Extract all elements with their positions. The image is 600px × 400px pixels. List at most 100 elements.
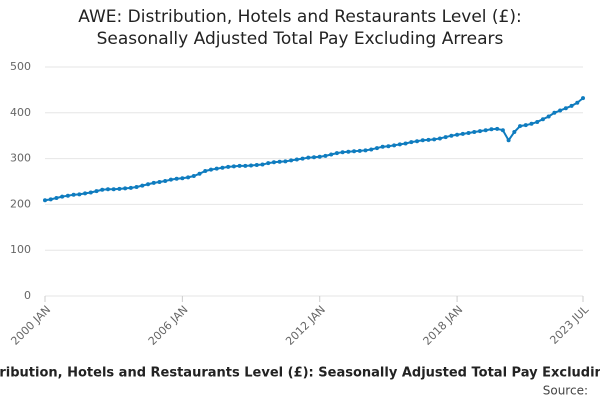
point (134, 184, 139, 189)
point (426, 137, 431, 142)
point (283, 159, 288, 164)
point (294, 157, 299, 162)
point (317, 154, 322, 159)
point (271, 160, 276, 165)
point (123, 186, 128, 191)
point (523, 123, 528, 128)
y-tick-label: 200 (10, 197, 31, 210)
source: Source: (543, 384, 588, 398)
point (329, 152, 334, 157)
point (180, 176, 185, 181)
point (54, 195, 59, 200)
point (489, 127, 494, 132)
point (231, 164, 236, 169)
point (346, 149, 351, 154)
point (357, 148, 362, 153)
point (197, 171, 202, 176)
point (466, 130, 471, 135)
point (128, 185, 133, 190)
x-tick-label: 2012 JAN (283, 303, 328, 348)
point (163, 179, 168, 184)
point (460, 131, 465, 136)
point (420, 138, 425, 143)
point (157, 179, 162, 184)
point (266, 161, 271, 166)
point (191, 174, 196, 179)
point (581, 96, 585, 101)
point (151, 180, 156, 185)
point (277, 159, 282, 164)
y-tick-label: 500 (10, 60, 31, 73)
point (472, 130, 477, 135)
point (220, 165, 225, 170)
point (77, 192, 82, 197)
point (540, 117, 545, 122)
point (512, 130, 517, 135)
point (254, 163, 259, 168)
point (100, 187, 105, 192)
point (203, 168, 208, 173)
point (300, 156, 305, 161)
point (437, 136, 442, 141)
point (403, 141, 408, 146)
point (432, 137, 437, 142)
point (48, 197, 53, 202)
series-line (44, 97, 584, 202)
point (88, 190, 93, 195)
point (415, 139, 420, 144)
point (249, 163, 254, 168)
point (43, 198, 47, 203)
point (563, 106, 568, 111)
point (111, 187, 116, 192)
y-tick-label: 300 (10, 152, 31, 165)
point (226, 164, 231, 169)
point (443, 135, 448, 140)
point (500, 128, 505, 133)
point (529, 121, 534, 126)
point (546, 114, 551, 119)
point (386, 144, 391, 149)
point (374, 146, 379, 151)
point (243, 163, 248, 168)
point (214, 166, 219, 171)
x-tick-label: 2000 JAN (8, 303, 53, 348)
point (340, 150, 345, 155)
point (323, 153, 328, 158)
x-tick-label: 2018 JAN (421, 303, 466, 348)
x-tick-label: 2006 JAN (146, 303, 191, 348)
point (575, 100, 580, 105)
y-tick-label: 0 (24, 289, 31, 302)
point (94, 189, 99, 194)
point (535, 119, 540, 124)
point (186, 175, 191, 180)
point (392, 143, 397, 148)
y-tick-label: 400 (10, 106, 31, 119)
y-tick-label: 100 (10, 243, 31, 256)
point (289, 158, 294, 163)
point (60, 194, 65, 199)
point (558, 108, 563, 113)
point (105, 187, 110, 192)
point (306, 155, 311, 160)
x-tick-label: 2023 JUL (547, 302, 591, 346)
point (71, 192, 76, 197)
point (208, 167, 213, 172)
point (117, 186, 122, 191)
point (312, 155, 316, 160)
point (260, 162, 265, 167)
chart-title: AWE: Distribution, Hotels and Restaurant… (78, 7, 522, 49)
x-axis-title: AWE: Distribution, Hotels and Restaurant… (0, 366, 600, 381)
point (449, 133, 454, 138)
point (65, 193, 70, 198)
point (140, 183, 145, 188)
point (83, 191, 88, 196)
point (174, 176, 179, 181)
point (409, 140, 414, 145)
point (397, 142, 402, 147)
point (552, 110, 557, 115)
point (369, 147, 374, 152)
point (237, 163, 242, 168)
point (352, 149, 357, 154)
